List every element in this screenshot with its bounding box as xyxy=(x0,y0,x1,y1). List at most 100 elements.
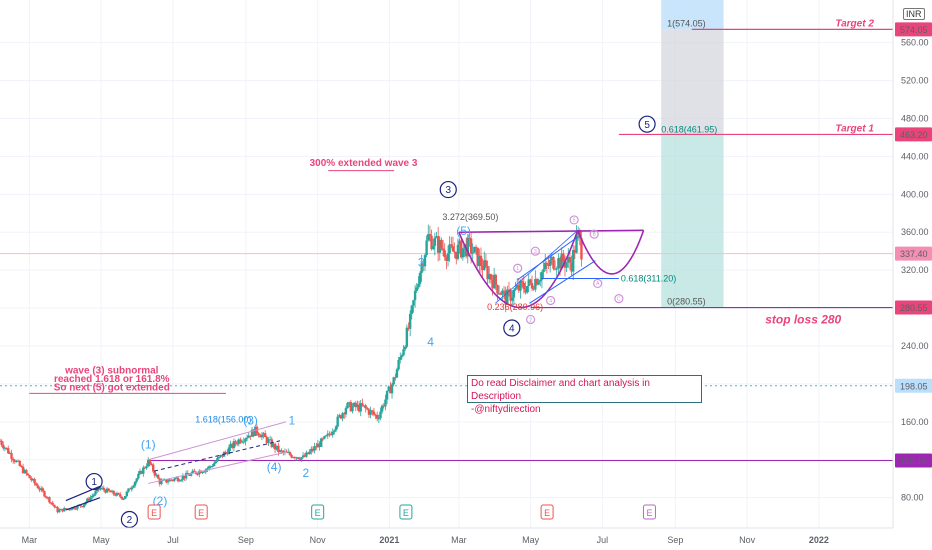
candle-body xyxy=(120,496,124,499)
candle-body xyxy=(324,435,328,437)
candle-body xyxy=(216,457,219,462)
axis-tag-label: 198.05 xyxy=(900,381,928,391)
candle-body xyxy=(441,248,445,251)
candle-body xyxy=(298,458,301,460)
candle-body xyxy=(112,490,115,495)
candle-body xyxy=(435,236,438,238)
wave-mA: A xyxy=(596,281,600,287)
x-tick-label: 2021 xyxy=(379,535,399,545)
axis-tag-bg xyxy=(895,127,932,142)
candle-body xyxy=(242,441,245,443)
annotation-subnormal-1: wave (3) subnormal xyxy=(64,365,159,376)
candle-body xyxy=(168,479,171,482)
candle-body xyxy=(25,470,28,474)
wave-m5-ring xyxy=(569,215,579,225)
candle-body xyxy=(352,402,356,407)
candle-body xyxy=(430,235,433,250)
disclaimer-note: Do read Disclaimer and chart analysis in… xyxy=(467,375,702,415)
wave-2: 2 xyxy=(127,515,133,526)
candle-body xyxy=(165,479,168,483)
candle-body xyxy=(385,390,389,400)
candle-body xyxy=(95,488,99,492)
wave-m1: 1 xyxy=(516,266,519,272)
candle-body xyxy=(520,281,524,283)
wave-m2-ring xyxy=(526,314,536,325)
candle-body xyxy=(445,257,448,261)
candle-body xyxy=(122,498,125,500)
earnings-marker-label: E xyxy=(198,508,204,518)
candle-body xyxy=(235,443,239,445)
candle-body xyxy=(231,443,234,448)
candle-body xyxy=(232,441,236,448)
candle-body xyxy=(562,253,565,263)
candle-body xyxy=(92,494,96,496)
candle-body xyxy=(572,250,575,272)
candle-body xyxy=(565,262,568,268)
candle-body xyxy=(209,466,213,468)
candle-body xyxy=(186,472,189,475)
earnings-marker-label: E xyxy=(646,508,652,518)
candle-body xyxy=(87,498,91,501)
wave-1: 1 xyxy=(91,477,97,488)
wave-3-ring xyxy=(439,180,457,199)
candle-body xyxy=(49,502,53,504)
candle-body xyxy=(479,255,483,266)
candle-body xyxy=(74,508,77,510)
y-tick-label: 480.00 xyxy=(901,113,929,123)
candle-body xyxy=(229,443,232,448)
candle-body xyxy=(244,438,247,442)
wave-mB: B xyxy=(592,232,596,238)
candle-body xyxy=(21,466,25,474)
candle-body xyxy=(275,445,278,450)
y-tick-label: 520.00 xyxy=(901,76,929,86)
zone-top xyxy=(661,0,724,30)
candle-body xyxy=(525,285,529,293)
candle-body xyxy=(53,504,56,507)
candle-body xyxy=(303,455,306,457)
candle-body xyxy=(184,472,188,479)
candle-body xyxy=(240,441,244,443)
currency-badge[interactable]: INR xyxy=(903,8,925,20)
candle-body xyxy=(237,439,241,444)
candle-body xyxy=(252,429,255,437)
candle-body xyxy=(573,250,577,253)
candle-body xyxy=(379,411,382,419)
candle-body xyxy=(527,279,530,286)
wave-m1-ring xyxy=(513,263,523,273)
axis-tag-bg xyxy=(895,246,932,261)
x-tick-label: Mar xyxy=(451,535,467,545)
candle-body xyxy=(150,464,153,466)
fib-label-0236: 0.236(280.96) xyxy=(487,302,543,312)
channel-bottom xyxy=(148,451,287,484)
fib-label-1: 1(574.05) xyxy=(667,18,706,28)
candle-body xyxy=(530,282,534,289)
wave-mA-ring xyxy=(593,278,603,289)
annotations: Target 2 Target 1 stop loss 280 1(574.05) 0.… xyxy=(54,18,874,529)
candle-body xyxy=(173,478,176,481)
candle-body xyxy=(147,459,150,467)
candle-body xyxy=(166,481,170,483)
candle-body xyxy=(267,439,270,443)
candle-body xyxy=(191,470,194,474)
candle-body xyxy=(461,248,465,258)
wave-2-ring xyxy=(120,510,139,529)
x-tick-label: 2022 xyxy=(809,535,829,545)
candle-body xyxy=(300,457,303,460)
candle-body xyxy=(51,502,54,505)
x-tick-label: Mar xyxy=(22,535,38,545)
candle-body xyxy=(293,457,297,459)
axis-tag-label: 280.55 xyxy=(900,303,928,313)
candle-body xyxy=(277,445,280,453)
candle-body xyxy=(250,429,254,437)
candle-body xyxy=(290,454,293,458)
grid xyxy=(0,0,893,528)
candle-body xyxy=(26,473,30,476)
candle-body xyxy=(31,478,35,481)
drawings xyxy=(29,170,645,511)
candle-body xyxy=(89,497,92,501)
candle-body xyxy=(529,279,532,283)
wave-m3-ring xyxy=(530,246,540,256)
candle-body xyxy=(44,496,48,498)
candle-body xyxy=(460,240,463,258)
